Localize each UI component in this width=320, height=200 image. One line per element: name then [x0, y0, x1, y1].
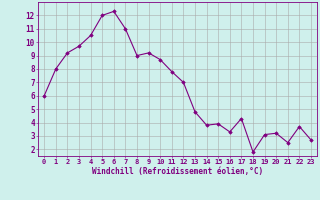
- X-axis label: Windchill (Refroidissement éolien,°C): Windchill (Refroidissement éolien,°C): [92, 167, 263, 176]
